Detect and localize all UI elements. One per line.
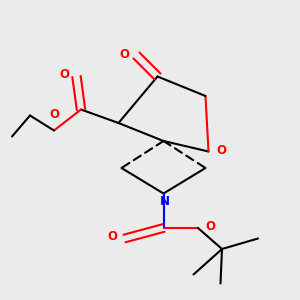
Text: O: O (206, 220, 215, 233)
Text: O: O (49, 109, 59, 122)
Text: O: O (216, 143, 226, 157)
Text: O: O (119, 47, 129, 61)
Text: O: O (107, 230, 117, 244)
Text: N: N (160, 195, 170, 208)
Text: O: O (59, 68, 69, 82)
